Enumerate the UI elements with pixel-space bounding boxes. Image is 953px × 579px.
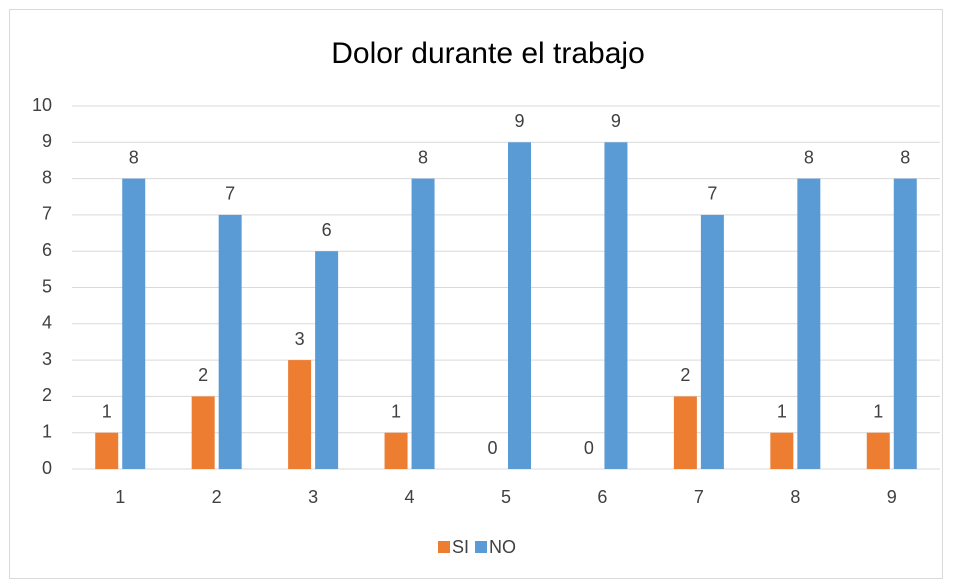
- bar: [288, 360, 312, 469]
- data-label: 9: [611, 111, 621, 131]
- y-tick-label: 9: [42, 131, 52, 151]
- legend-label: SI: [452, 537, 469, 557]
- data-label: 8: [418, 147, 428, 167]
- bar: [508, 142, 531, 470]
- data-label: 1: [873, 401, 883, 421]
- x-tick-label: 9: [887, 487, 897, 507]
- x-tick-label: 3: [308, 487, 318, 507]
- x-tick-label: 1: [115, 487, 125, 507]
- x-tick-label: 2: [212, 487, 222, 507]
- data-label: 7: [707, 184, 717, 204]
- x-tick-label: 8: [790, 487, 800, 507]
- x-tick-label: 5: [501, 487, 511, 507]
- x-tick-label: 4: [405, 487, 415, 507]
- bar: [604, 142, 628, 470]
- legend-swatch: [438, 541, 450, 553]
- y-tick-label: 1: [42, 421, 52, 441]
- y-tick-label: 3: [42, 349, 52, 369]
- y-tick-label: 5: [42, 276, 52, 296]
- data-label: 2: [680, 365, 690, 385]
- chart-border: [9, 9, 943, 579]
- data-label: 6: [322, 220, 332, 240]
- x-tick-label: 7: [694, 487, 704, 507]
- chart-title: Dolor durante el trabajo: [331, 37, 645, 70]
- y-tick-label: 0: [42, 458, 52, 478]
- bar: [191, 396, 215, 469]
- y-tick-label: 4: [42, 313, 52, 333]
- data-label: 1: [391, 401, 401, 421]
- bar: [411, 178, 435, 469]
- bar: [122, 178, 146, 469]
- legend-swatch: [475, 541, 488, 553]
- legend-label: NO: [489, 537, 516, 557]
- bar: [315, 251, 339, 469]
- data-label: 2: [198, 365, 208, 385]
- data-label: 0: [584, 438, 594, 458]
- y-tick-label: 6: [42, 240, 52, 260]
- data-label: 3: [295, 329, 305, 349]
- data-label: 9: [514, 111, 524, 131]
- data-label: 8: [900, 147, 910, 167]
- data-label: 1: [777, 401, 787, 421]
- bar: [770, 432, 794, 469]
- bar: [797, 178, 821, 469]
- data-label: 8: [129, 147, 139, 167]
- bar: [218, 214, 242, 469]
- x-tick-label: 6: [597, 487, 607, 507]
- data-label: 8: [804, 147, 814, 167]
- y-tick-label: 7: [42, 204, 52, 224]
- bar: [673, 396, 697, 469]
- data-label: 0: [487, 438, 497, 458]
- y-tick-label: 2: [42, 385, 52, 405]
- bar: [700, 214, 724, 469]
- bar: [866, 432, 890, 469]
- bar: [893, 178, 917, 469]
- y-tick-label: 8: [42, 167, 52, 187]
- data-label: 1: [102, 401, 112, 421]
- data-label: 7: [225, 184, 235, 204]
- bar: [95, 432, 119, 469]
- y-tick-label: 10: [32, 95, 52, 115]
- bar: [384, 432, 408, 469]
